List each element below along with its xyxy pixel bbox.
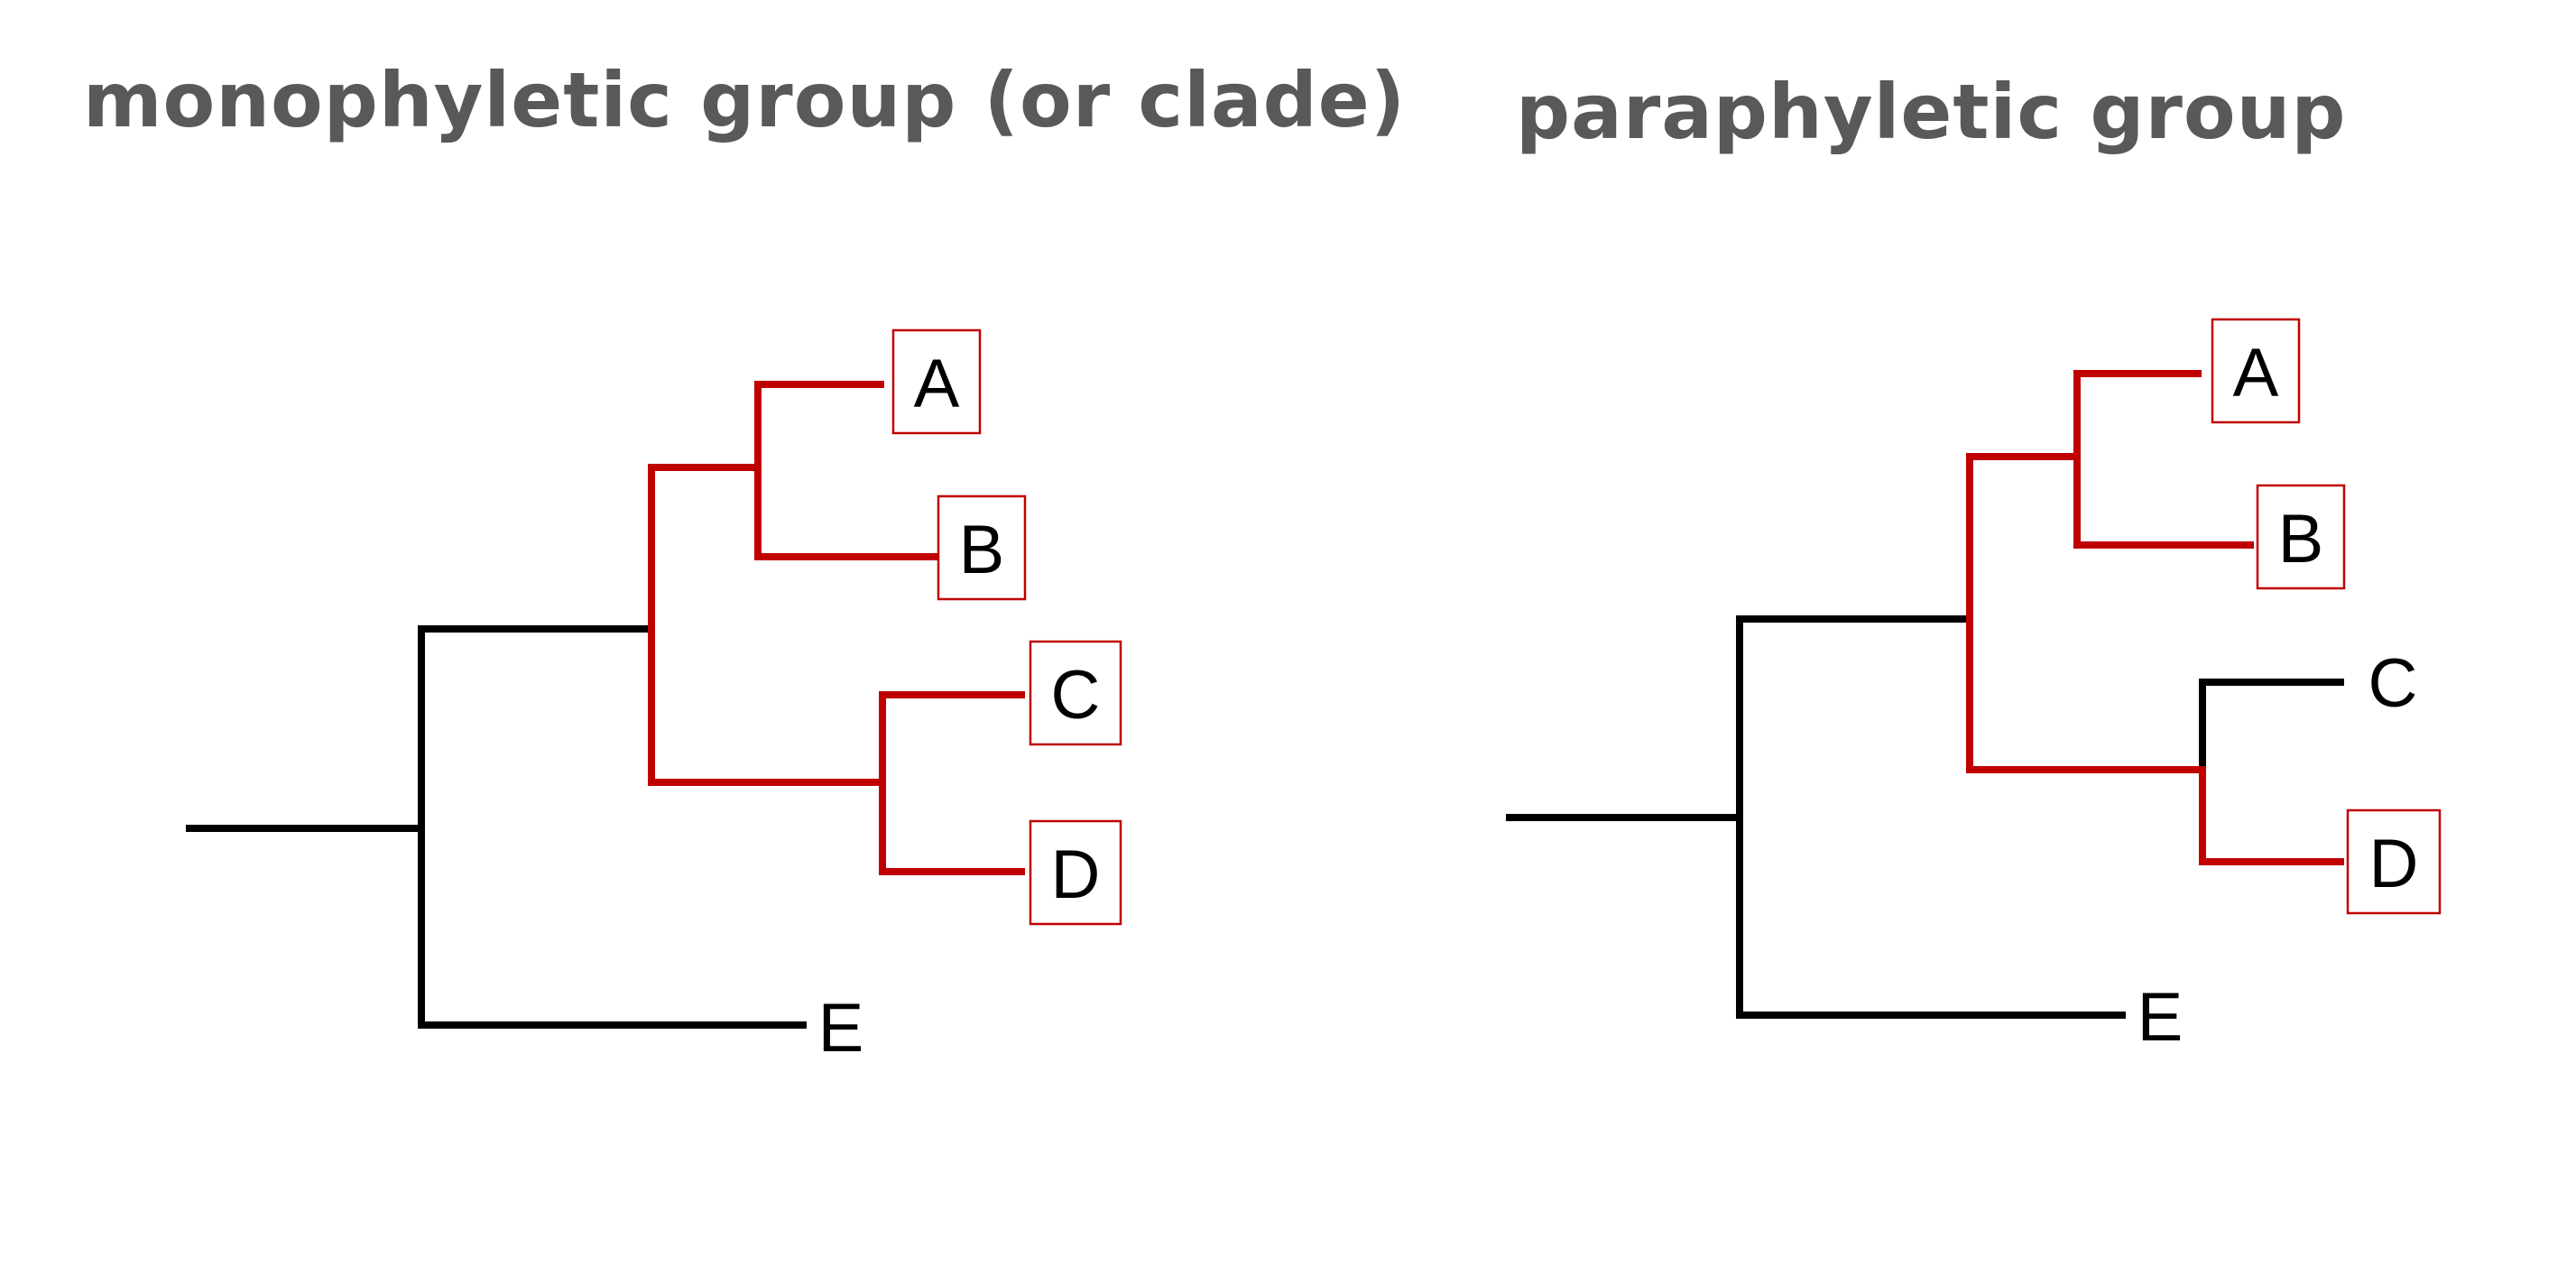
- label-box-a: [2211, 318, 2301, 424]
- tip-label-e: E: [2137, 979, 2184, 1056]
- tip-label-c: C: [2368, 645, 2418, 722]
- tip-label-b: B: [2278, 501, 2324, 577]
- label-box-b: [2256, 484, 2346, 590]
- paraphyletic-labels: A B C D E: [2137, 318, 2442, 1056]
- tip-label-e: E: [818, 990, 864, 1067]
- tip-label-d: D: [2369, 826, 2419, 902]
- tip-label-d: D: [1051, 836, 1101, 913]
- tip-label-b: B: [959, 512, 1005, 588]
- tip-label-a: A: [2233, 335, 2279, 411]
- label-box-c: [1029, 640, 1122, 746]
- paraphyletic-tree: [1506, 370, 2344, 1019]
- tip-label-a: A: [914, 346, 960, 422]
- label-box-a: [891, 328, 982, 435]
- label-box-b: [937, 494, 1027, 601]
- monophyletic-tree: [186, 381, 1025, 1029]
- monophyletic-labels: A B C D E: [818, 328, 1122, 1067]
- label-box-d: [1029, 819, 1122, 926]
- paraphyletic-panel-title: paraphyletic group: [1516, 68, 2347, 156]
- monophyletic-panel-title: monophyletic group (or clade): [83, 56, 1407, 144]
- label-box-d: [2346, 808, 2442, 915]
- tip-label-c: C: [1051, 657, 1101, 734]
